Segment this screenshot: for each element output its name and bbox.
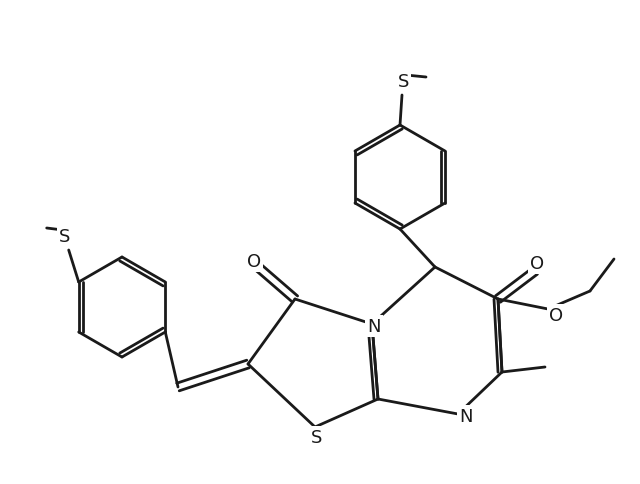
- Text: S: S: [311, 428, 323, 446]
- Text: O: O: [530, 255, 544, 272]
- Text: S: S: [398, 73, 410, 91]
- Text: O: O: [549, 306, 563, 324]
- Text: N: N: [367, 318, 381, 335]
- Text: S: S: [59, 227, 70, 245]
- Text: O: O: [247, 253, 261, 271]
- Text: N: N: [460, 407, 473, 425]
